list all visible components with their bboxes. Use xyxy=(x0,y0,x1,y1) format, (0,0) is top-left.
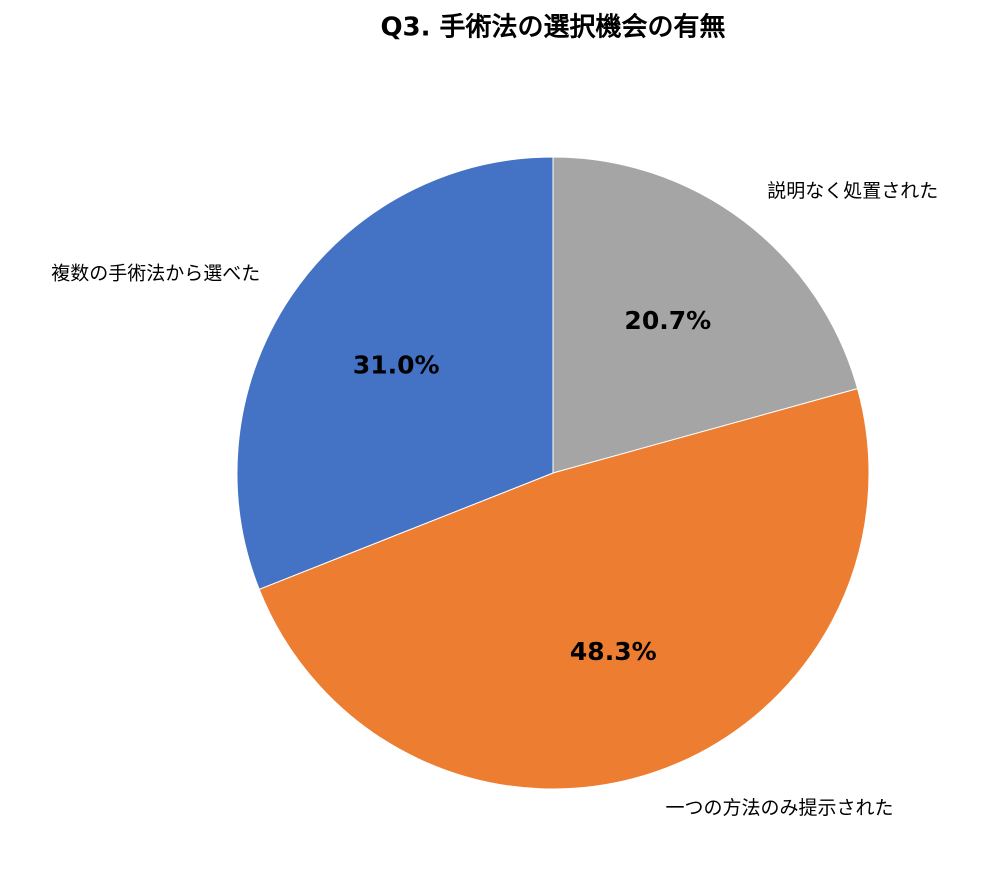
value-label: 20.7% xyxy=(624,306,711,335)
category-label: 一つの方法のみ提示された xyxy=(666,797,894,819)
category-label: 説明なく処置された xyxy=(767,180,938,202)
chart-title: Q3. 手術法の選択機会の有無 xyxy=(380,13,725,43)
pie-slice xyxy=(236,156,554,590)
value-label: 48.3% xyxy=(570,637,657,666)
pie-slice xyxy=(258,388,870,790)
pie-slice xyxy=(552,156,859,474)
value-label: 31.0% xyxy=(353,350,440,379)
category-label: 複数の手術法から選べた xyxy=(51,263,260,285)
